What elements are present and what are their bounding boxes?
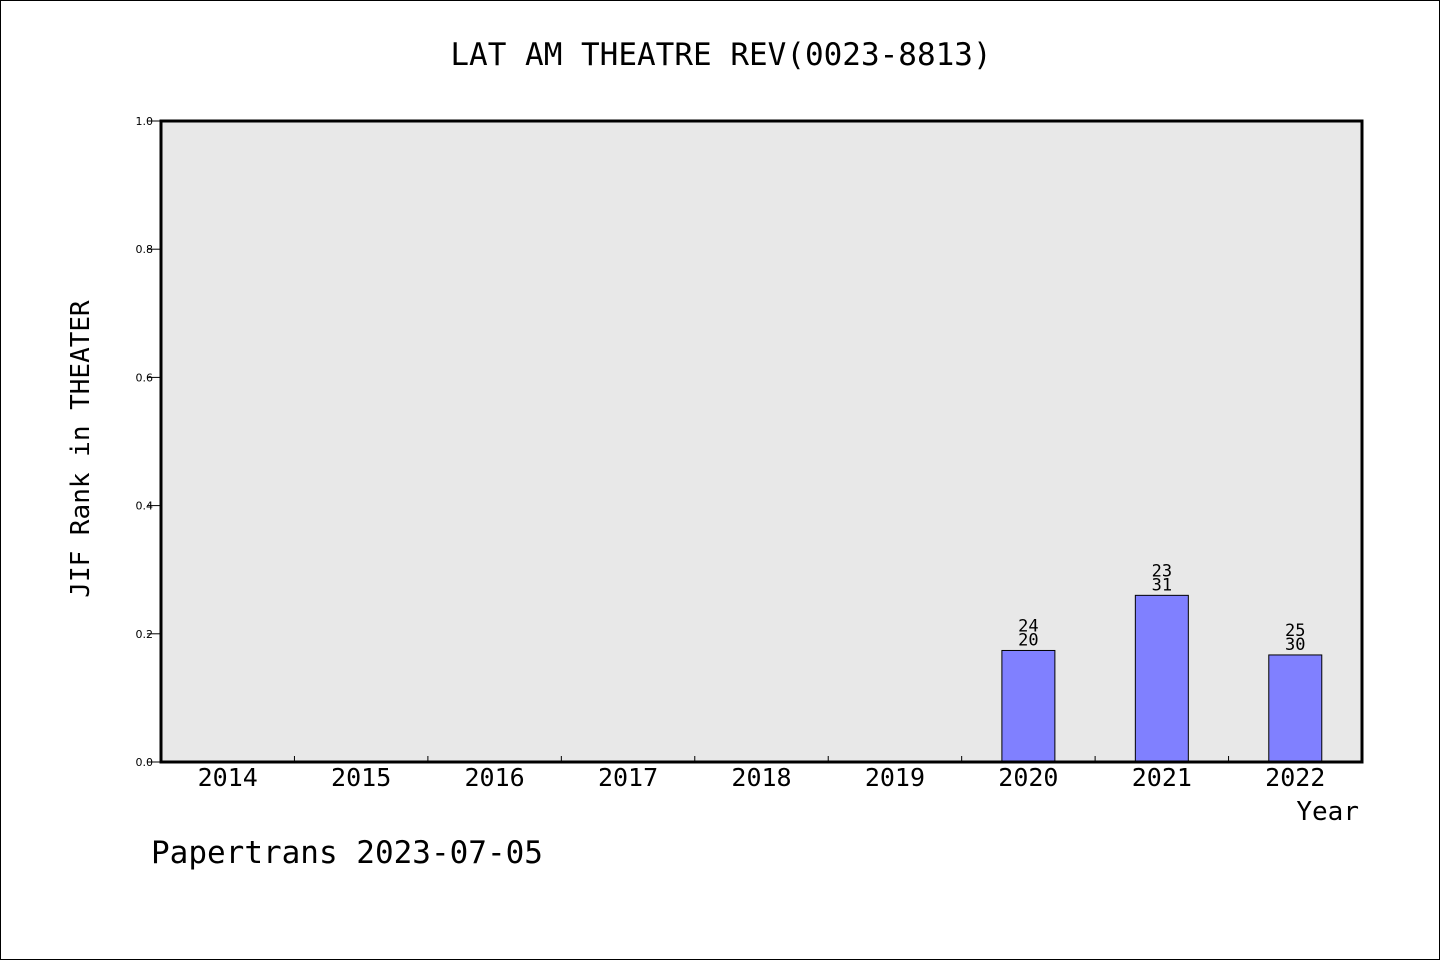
y-tick-label: 0.8 [136,243,154,256]
bar-label-top-2020: 24 [1018,616,1038,636]
bar-label-bottom-2022: 30 [1285,635,1305,655]
x-axis-label: Year [1296,797,1359,827]
bar-label-bottom-2020: 20 [1018,630,1038,650]
y-tick-label: 0.0 [136,756,154,769]
bar-2021 [1134,594,1189,763]
y-axis: 0.0 0.2 0.4 0.6 0.8 1.0 [136,115,161,769]
x-tick-label-2021: 2021 [1132,763,1192,792]
x-tick-label-2015: 2015 [331,763,391,792]
y-tick-label: 1.0 [136,115,154,128]
y-tick-label: 0.4 [136,500,154,513]
bar-2020 [1001,649,1056,763]
x-tick-label-2020: 2020 [998,763,1058,792]
x-tick-label-2022: 2022 [1265,763,1325,792]
bar-label-top-2022: 25 [1285,621,1305,641]
bar-label-bottom-2021: 31 [1152,575,1172,595]
y-tick-label: 0.6 [136,371,154,384]
plot-frame [159,119,1364,764]
x-tick-label-2019: 2019 [865,763,925,792]
watermark-text: Papertrans 2023-07-05 [151,835,543,871]
x-tick-label-2017: 2017 [598,763,658,792]
bar-label-top-2021: 23 [1152,561,1172,581]
x-tick-label-2014: 2014 [198,763,258,792]
x-axis: 2014 2015 2016 2017 2018 2019 2020 2021 2022 [198,756,1325,792]
x-tick-label-2018: 2018 [731,763,791,792]
x-tick-label-2016: 2016 [465,763,525,792]
y-tick-label: 0.2 [136,628,154,641]
chart-title: LAT AM THEATRE REV(0023-8813) [450,37,992,73]
bar-2022 [1268,654,1323,763]
